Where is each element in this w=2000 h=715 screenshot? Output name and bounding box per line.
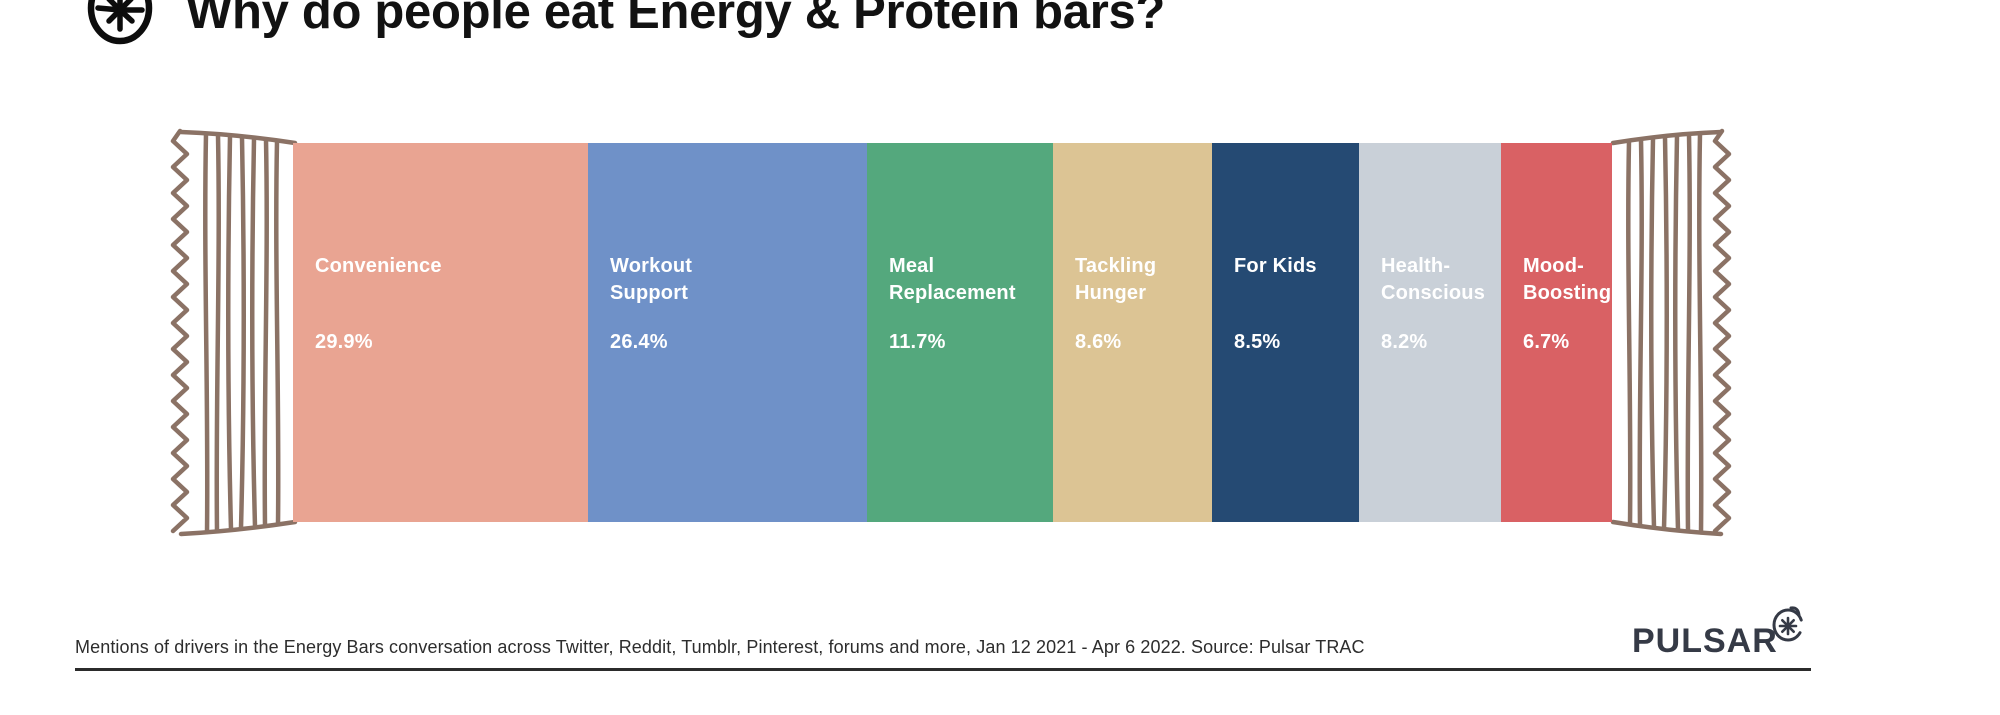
segment-value: 29.9% [315, 331, 373, 353]
footer-divider [75, 668, 1811, 671]
bar-segment-health-conscious: Health- Conscious 8.2% [1359, 143, 1501, 522]
chart-caption: Mentions of drivers in the Energy Bars c… [75, 637, 1365, 657]
asterisk-circle-icon [87, 0, 153, 45]
bar-segment-for-kids: For Kids 8.5% [1212, 143, 1359, 522]
stacked-bar: Convenience 29.9% Workout Support 26.4% Meal R… [293, 143, 1612, 522]
segment-label: Convenience [315, 255, 442, 277]
segment-value: 26.4% [610, 331, 668, 353]
bar-segment-meal-replacement: Meal Replacement 11.7% [867, 143, 1053, 522]
candy-wrapper-left [170, 128, 298, 537]
pulsar-wordmark: PULSAR [1632, 622, 1778, 660]
segment-label: Mood- Boosting [1523, 255, 1612, 304]
segment-value: 8.2% [1381, 331, 1428, 353]
page-title: Why do people eat Energy & Protein bars? [186, 0, 1166, 39]
bar-segment-workout-support: Workout Support 26.4% [588, 143, 867, 522]
candy-wrapper-right [1610, 128, 1732, 537]
segment-label: For Kids [1234, 255, 1317, 277]
segment-label: Health- Conscious [1381, 255, 1486, 304]
asterisk-circle-icon [1772, 606, 1804, 642]
bar-segment-tackling-hunger: Tackling Hunger 8.6% [1053, 143, 1212, 522]
segment-label: Meal Replacement [889, 255, 1016, 304]
segment-value: 6.7% [1523, 331, 1570, 353]
segment-value: 11.7% [889, 331, 946, 353]
segment-value: 8.6% [1075, 331, 1122, 353]
bar-segment-convenience: Convenience 29.9% [293, 143, 588, 522]
segment-label: Tackling Hunger [1075, 255, 1157, 304]
bar-segment-mood-boosting: Mood- Boosting 6.7% [1501, 143, 1612, 522]
segment-value: 8.5% [1234, 331, 1281, 353]
segment-label: Workout Support [610, 255, 693, 304]
